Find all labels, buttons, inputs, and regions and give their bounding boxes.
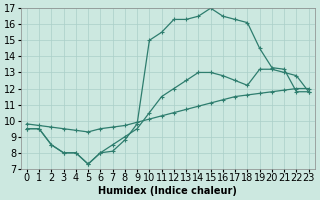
- X-axis label: Humidex (Indice chaleur): Humidex (Indice chaleur): [98, 186, 237, 196]
